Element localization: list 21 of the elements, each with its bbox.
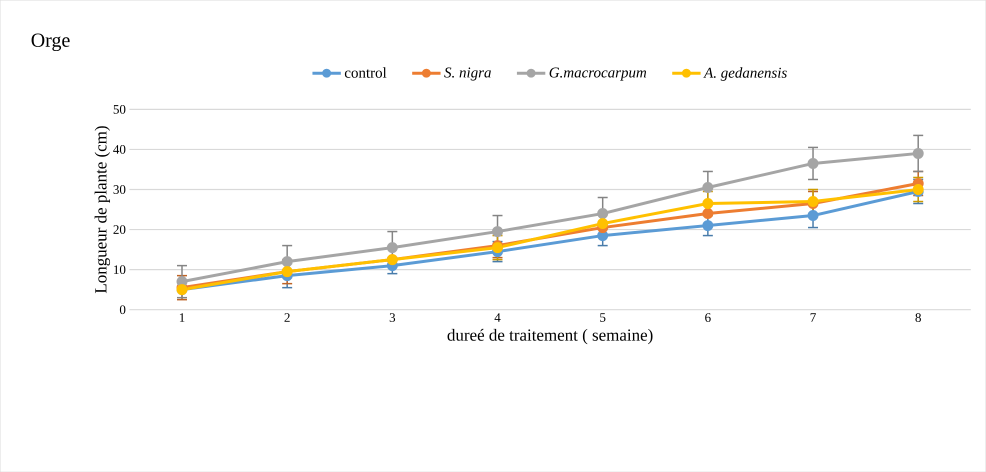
x-tick-label: 7: [810, 313, 816, 322]
x-axis-title: dureé de traitement ( semaine): [448, 328, 653, 344]
x-tick-label: 1: [180, 313, 184, 322]
x-tick-label: 8: [915, 313, 921, 322]
y-tick-label: 50: [114, 104, 126, 114]
legend-label: control: [344, 67, 386, 78]
y-tick-label: 30: [114, 185, 126, 194]
x-tick-label: 4: [494, 313, 501, 322]
x-tick-label: 2: [284, 313, 290, 322]
x-tick-label: 3: [390, 313, 396, 322]
legend-label: S. nigra: [444, 67, 491, 81]
x-tick-label: 5: [600, 313, 606, 322]
legend-label: A. gedanensis: [703, 67, 787, 81]
legend-label: G.macrocarpum: [550, 67, 646, 81]
x-tick-label: 6: [705, 313, 711, 322]
y-tick-label: 40: [113, 144, 126, 154]
y-tick-label: 20: [113, 225, 126, 234]
y-axis-title: Longueur de plante (cm): [94, 126, 110, 294]
y-tick-label: 10: [114, 265, 126, 274]
y-tick-label: 0: [120, 305, 126, 314]
chart-title: Orge: [32, 33, 70, 51]
